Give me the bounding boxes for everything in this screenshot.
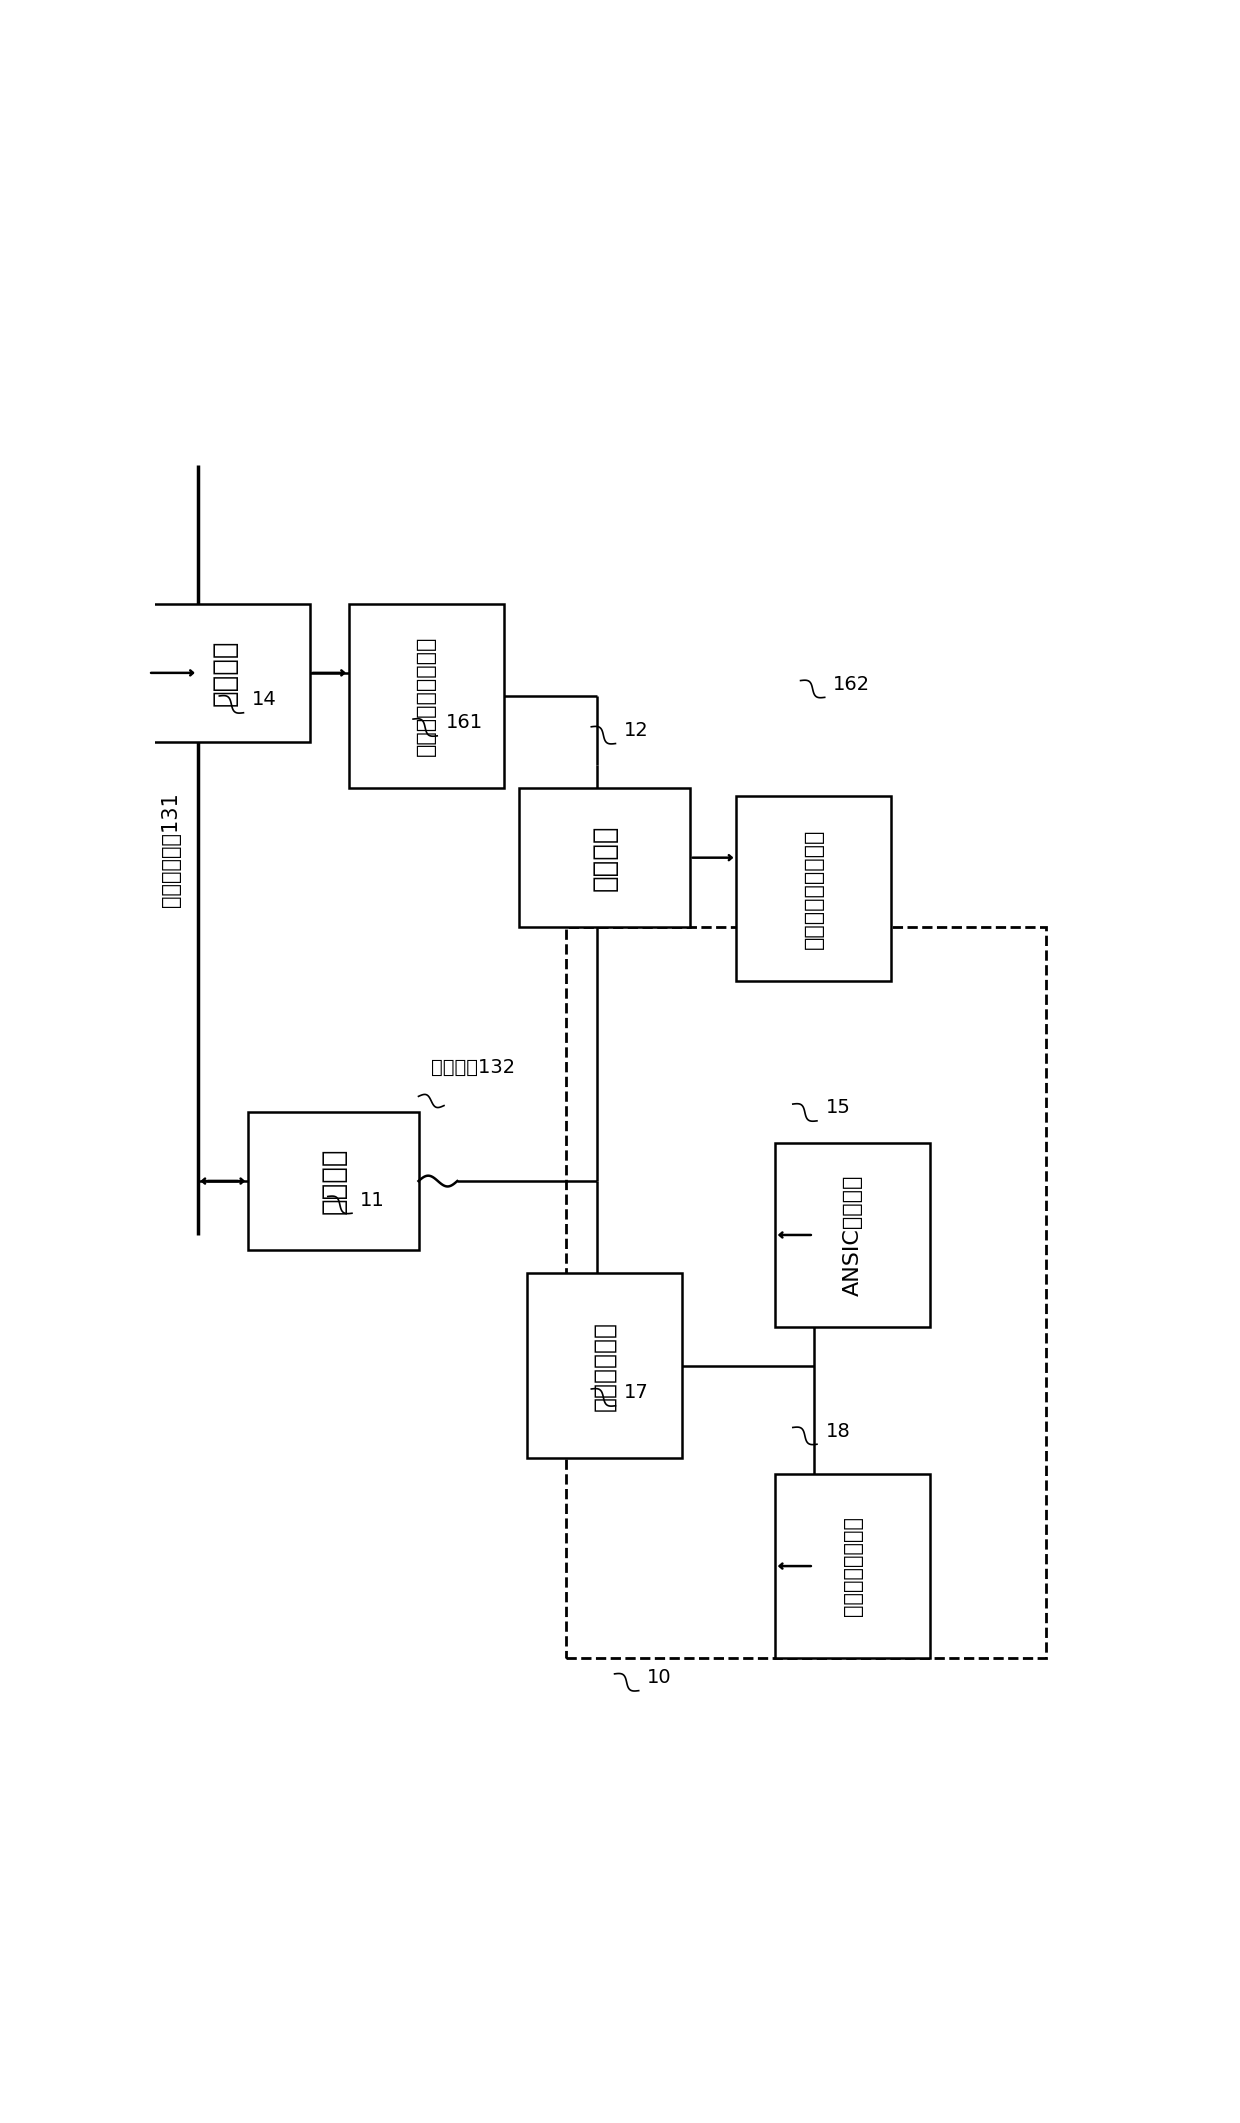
Bar	[139, 603, 310, 743]
Text: 14: 14	[252, 690, 277, 709]
Bar	[248, 1112, 419, 1250]
Text: 11: 11	[361, 1191, 386, 1210]
Bar	[775, 1142, 930, 1327]
Bar	[348, 603, 503, 788]
Text: 从控制器: 从控制器	[590, 824, 619, 892]
Text: 17: 17	[624, 1384, 649, 1403]
Text: 主控制器: 主控制器	[319, 1149, 347, 1214]
Text: ANSIC语言单元: ANSIC语言单元	[842, 1174, 863, 1295]
Bar	[565, 928, 1047, 1658]
Text: 程序下载单元: 程序下载单元	[593, 1321, 616, 1412]
Text: 18: 18	[826, 1422, 851, 1442]
Text: 扩展设备: 扩展设备	[211, 639, 239, 707]
Text: 网络总线132: 网络总线132	[430, 1057, 515, 1076]
Bar	[520, 788, 689, 928]
Text: 可视化流程图单元: 可视化流程图单元	[842, 1516, 863, 1616]
Text: 161: 161	[445, 713, 482, 732]
Text: 10: 10	[647, 1669, 672, 1688]
Text: 第一传感器执行单元: 第一传感器执行单元	[417, 635, 436, 756]
Text: 15: 15	[826, 1098, 851, 1117]
Text: 12: 12	[624, 722, 649, 741]
Bar	[775, 1473, 930, 1658]
Text: 第二传感器执行单元: 第二传感器执行单元	[804, 828, 823, 949]
Bar	[527, 1274, 682, 1459]
Text: 162: 162	[833, 675, 870, 694]
Bar	[737, 796, 892, 981]
Text: 数据地址总线131: 数据地址总线131	[160, 792, 181, 907]
